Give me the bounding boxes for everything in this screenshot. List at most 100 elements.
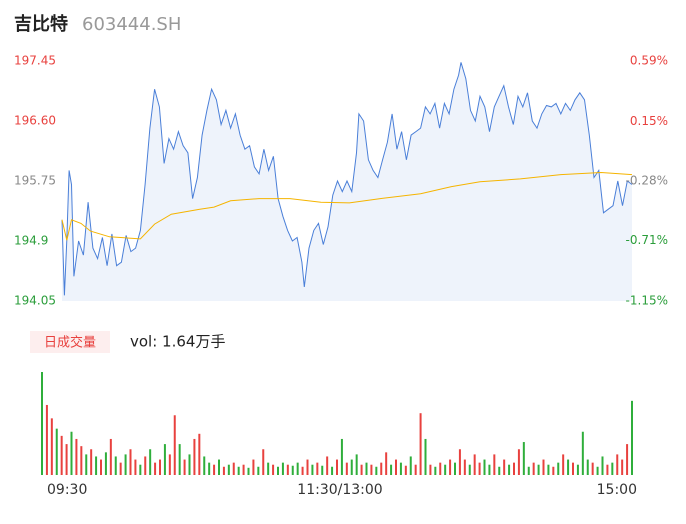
legend-label: 日成交量 bbox=[44, 335, 96, 351]
volume-bar bbox=[572, 462, 574, 475]
volume-bar bbox=[611, 462, 614, 475]
volume-bar bbox=[483, 459, 486, 475]
volume-bar bbox=[498, 466, 501, 475]
volume-bar bbox=[227, 464, 230, 475]
volume-bar bbox=[183, 459, 186, 475]
volume-bar bbox=[139, 464, 142, 475]
volume-bar bbox=[41, 372, 43, 475]
volume-bar bbox=[267, 462, 270, 475]
volume-bar bbox=[252, 459, 255, 475]
volume-bar bbox=[291, 465, 294, 475]
volume-bar bbox=[262, 449, 265, 475]
volume-bar bbox=[286, 464, 289, 475]
volume-bar bbox=[306, 459, 309, 475]
volume-bar bbox=[385, 452, 388, 475]
volume-bar bbox=[454, 462, 456, 475]
volume-bar bbox=[45, 404, 48, 475]
volume-bar bbox=[75, 438, 78, 475]
volume-bar bbox=[281, 462, 284, 475]
volume-bar bbox=[463, 459, 466, 475]
volume-bar bbox=[404, 465, 407, 475]
volume-bar bbox=[232, 462, 235, 475]
volume-label: vol: 1.64万手 bbox=[130, 333, 225, 351]
volume-bar bbox=[242, 464, 245, 475]
y2-tick-label: -1.15% bbox=[626, 294, 668, 308]
volume-bar bbox=[586, 459, 589, 475]
volume-bar bbox=[591, 462, 594, 475]
volume-bar bbox=[159, 459, 161, 475]
y-tick-label: 194.05 bbox=[14, 294, 56, 308]
volume-bar bbox=[616, 454, 619, 475]
volume-bar bbox=[444, 464, 447, 475]
volume-bar bbox=[552, 466, 555, 475]
volume-bar bbox=[355, 454, 358, 475]
x-tick-label: 09:30 bbox=[47, 482, 87, 498]
volume-bar bbox=[395, 459, 397, 475]
volume-bar bbox=[350, 459, 353, 475]
volume-bar bbox=[326, 456, 329, 475]
volume-bar bbox=[95, 456, 98, 475]
y2-tick-label: 0.15% bbox=[630, 114, 668, 128]
x-tick-label: 15:00 bbox=[597, 482, 637, 498]
volume-bar bbox=[409, 456, 412, 475]
volume-bar bbox=[277, 466, 279, 475]
volume-bar bbox=[365, 462, 368, 475]
volume-bar bbox=[537, 464, 540, 475]
volume-bar bbox=[237, 466, 240, 475]
volume-bar bbox=[370, 464, 373, 475]
volume-bar bbox=[311, 464, 314, 475]
volume-bar bbox=[478, 462, 481, 475]
volume-bar bbox=[163, 444, 166, 475]
price-line bbox=[61, 62, 633, 296]
volume-bar bbox=[542, 459, 545, 475]
volume-bar bbox=[473, 454, 476, 475]
volume-bar bbox=[222, 466, 225, 475]
volume-bar bbox=[458, 449, 461, 475]
stock-code: 603444.SH bbox=[82, 14, 181, 35]
volume-bar bbox=[257, 466, 260, 475]
volume-bar bbox=[80, 446, 83, 475]
y2-tick-label: -0.71% bbox=[626, 233, 668, 247]
volume-bar bbox=[213, 464, 216, 475]
y-tick-label: 197.45 bbox=[14, 54, 56, 68]
volume-bar bbox=[340, 438, 343, 475]
y-tick-label: 196.60 bbox=[14, 114, 56, 128]
volume-bar bbox=[109, 438, 112, 475]
volume-bar bbox=[621, 459, 624, 475]
volume-bar bbox=[567, 459, 570, 475]
legend-badge bbox=[30, 331, 110, 353]
volume-bar bbox=[203, 456, 206, 475]
volume-bar bbox=[60, 435, 63, 475]
volume-bar bbox=[129, 449, 132, 475]
volume-bar bbox=[198, 433, 201, 475]
volume-bar bbox=[208, 462, 211, 475]
x-tick-label: 11:30/13:00 bbox=[297, 482, 382, 498]
average-line bbox=[61, 171, 633, 241]
volume-bar bbox=[149, 449, 152, 475]
volume-bar bbox=[468, 464, 471, 475]
y2-tick-label: 0.59% bbox=[630, 54, 668, 68]
volume-bar bbox=[168, 454, 171, 475]
volume-bar bbox=[124, 454, 127, 475]
volume-bar bbox=[188, 454, 191, 475]
volume-bar bbox=[562, 454, 565, 475]
volume-bar bbox=[503, 459, 506, 475]
volume-bar bbox=[527, 466, 530, 475]
volume-bar bbox=[90, 449, 93, 475]
volume-bar bbox=[301, 466, 304, 475]
volume-bar bbox=[336, 459, 338, 475]
volume-bar bbox=[50, 418, 53, 475]
volume-bar bbox=[144, 456, 147, 475]
volume-bar bbox=[114, 456, 117, 475]
y-tick-label: 194.9 bbox=[14, 234, 48, 248]
volume-bar bbox=[508, 464, 511, 475]
volume-bar bbox=[449, 459, 452, 475]
volume-bar bbox=[100, 459, 102, 475]
volume-bar bbox=[557, 462, 560, 475]
volume-bar bbox=[380, 462, 383, 475]
volume-bar bbox=[488, 464, 491, 475]
volume-bar bbox=[493, 454, 496, 475]
volume-bar bbox=[55, 428, 58, 475]
volume-bar bbox=[596, 466, 599, 475]
volume-bar bbox=[631, 400, 633, 475]
